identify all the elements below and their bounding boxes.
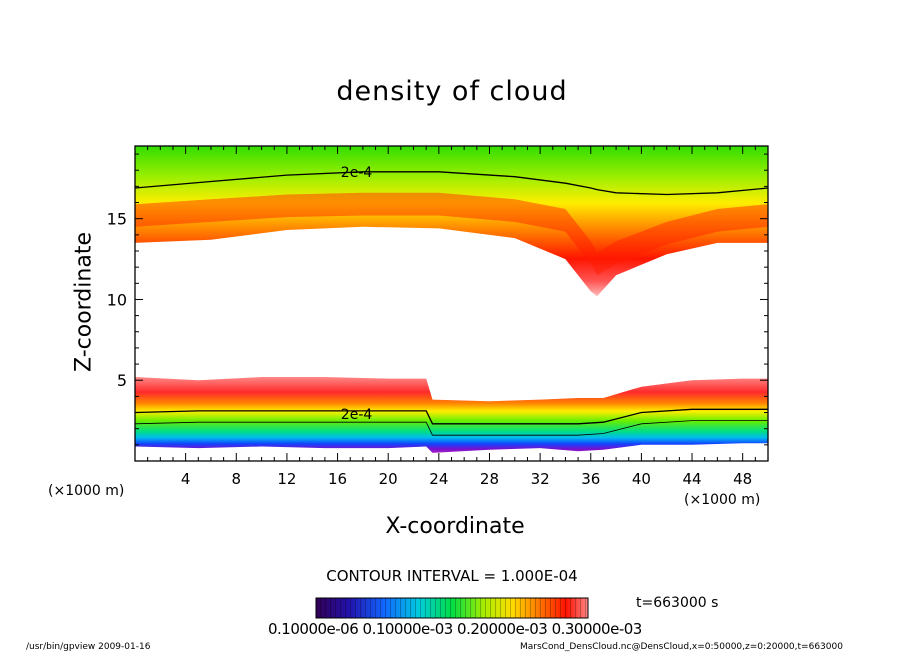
x-tick-label: 32 (531, 470, 550, 488)
upper-cloud-core (135, 192, 768, 276)
y-tick-label: 15 (107, 210, 127, 229)
x-unit-left: (×1000 m) (48, 483, 125, 499)
colorbar (315, 597, 589, 619)
x-tick-label: 44 (682, 470, 701, 488)
contour-label: 2e-4 (341, 165, 373, 181)
contour-line-lower (135, 408, 768, 425)
x-tick-label: 16 (328, 470, 347, 488)
contour-line-lower-2 (135, 420, 768, 436)
x-tick-label: 36 (581, 470, 600, 488)
x-tick-label: 4 (181, 470, 191, 488)
x-unit-right: (×1000 m) (684, 492, 761, 508)
y-tick-label: 5 (117, 371, 127, 390)
colorbar-stripes (316, 598, 588, 618)
x-tick-label: 24 (429, 470, 448, 488)
chart-title: density of cloud (336, 76, 568, 107)
contour-label: 2e-4 (341, 407, 373, 423)
x-axis-label: X-coordinate (385, 514, 525, 539)
x-tick-label: 12 (277, 470, 296, 488)
footer-program: /usr/bin/gpview 2009-01-16 (26, 642, 151, 652)
footer-source: MarsCond_DensCloud.nc@DensCloud,x=0:5000… (520, 642, 843, 652)
y-tick-label: 10 (107, 290, 127, 309)
contour-line-upper (135, 171, 768, 196)
lower-cloud-field (135, 377, 768, 453)
colorbar-frame (315, 597, 589, 619)
x-tick-label: 8 (232, 470, 242, 488)
contour-interval: CONTOUR INTERVAL = 1.000E-04 (326, 567, 578, 585)
x-tick-label: 48 (733, 470, 752, 488)
x-tick-label: 28 (480, 470, 499, 488)
colorbar-labels: 0.10000e-06 0.10000e-03 0.20000e-03 0.30… (268, 620, 642, 638)
plot-area (135, 146, 768, 453)
x-tick-label: 40 (632, 470, 651, 488)
x-tick-label: 20 (379, 470, 398, 488)
time-label: t=663000 s (636, 595, 719, 611)
y-axis-label: Z-coordinate (71, 232, 97, 372)
upper-cloud-field (135, 146, 768, 297)
